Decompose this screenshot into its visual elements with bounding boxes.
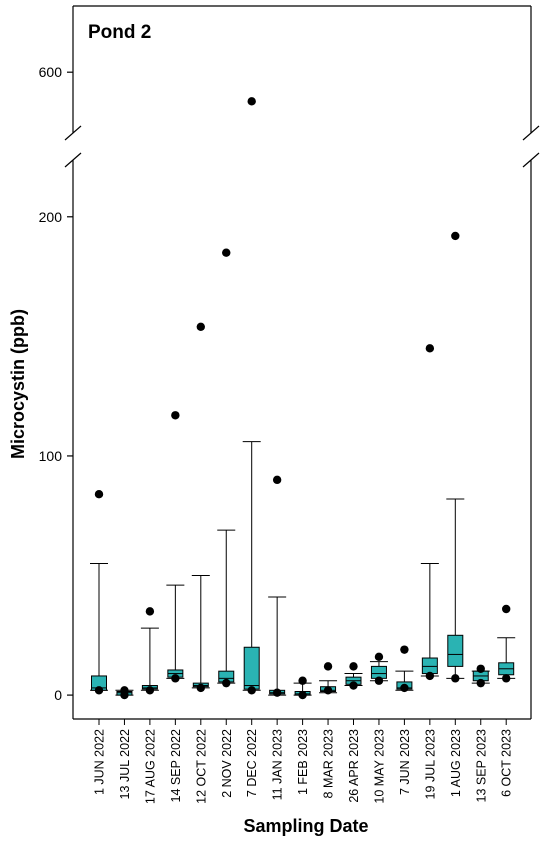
y-tick-label: 600 xyxy=(39,64,63,80)
outlier-point xyxy=(171,674,180,683)
axis-break-mark-left-1 xyxy=(64,125,82,141)
outlier-point xyxy=(502,604,511,614)
y-tick-label: 100 xyxy=(39,448,63,464)
box xyxy=(421,657,438,675)
outlier-point xyxy=(145,607,155,616)
y-tick-label: 200 xyxy=(39,209,63,225)
outlier-point xyxy=(272,688,282,697)
outlier-point xyxy=(374,652,384,662)
x-tick-label: 12 OCT 2022 xyxy=(194,729,208,804)
outlier-point xyxy=(145,686,155,695)
outlier-point xyxy=(349,681,358,690)
x-tick-label: 2 NOV 2022 xyxy=(220,729,234,798)
outlier-point xyxy=(451,231,460,241)
outlier-point xyxy=(476,664,485,673)
outlier-point xyxy=(476,678,485,688)
outlier-point xyxy=(349,662,358,671)
x-tick-label: 14 SEP 2022 xyxy=(169,729,183,802)
x-tick-label: 11 JAN 2023 xyxy=(271,729,285,800)
x-tick-label: 17 AUG 2022 xyxy=(143,729,157,804)
x-tick-label: 8 MAR 2023 xyxy=(322,729,336,799)
outlier-point xyxy=(120,686,129,695)
outlier-point xyxy=(451,674,460,683)
outlier-point xyxy=(196,322,205,331)
box xyxy=(243,646,260,690)
x-tick-label: 13 JUL 2022 xyxy=(118,729,132,799)
axis-break-mark-right-2 xyxy=(522,152,540,168)
outlier-point xyxy=(425,671,435,681)
axis-break-mark-right-1 xyxy=(522,125,540,141)
outlier-point xyxy=(502,674,511,683)
x-axis-label: Sampling Date xyxy=(243,816,368,836)
outlier-point xyxy=(298,690,307,700)
x-tick-label: 19 JUL 2023 xyxy=(423,729,437,799)
outlier-point xyxy=(272,475,282,485)
x-tick-label: 1 AUG 2023 xyxy=(449,729,463,797)
x-tick-label: 6 OCT 2023 xyxy=(500,729,514,797)
outlier-point xyxy=(425,344,435,353)
outlier-point xyxy=(323,686,333,695)
outlier-point xyxy=(196,683,205,693)
x-tick-label: 13 SEP 2023 xyxy=(474,729,488,802)
outlier-point xyxy=(323,662,333,671)
outlier-point xyxy=(400,683,409,693)
outlier-point xyxy=(94,490,104,499)
outlier-point xyxy=(247,686,256,695)
axis-break-mark-left-2 xyxy=(64,152,82,168)
x-tick-label: 7 DEC 2022 xyxy=(245,729,259,797)
outlier-point xyxy=(222,248,231,257)
outlier-point xyxy=(247,97,256,106)
outlier-point xyxy=(374,676,384,685)
outlier-point xyxy=(298,676,307,685)
panel-label: Pond 2 xyxy=(88,22,151,43)
x-tick-label: 26 APR 2023 xyxy=(347,729,361,803)
plot-area: 0 100 200 600 1 JUN 2022 13 JUL 2022 17 AUG 20… xyxy=(39,5,540,804)
box xyxy=(447,634,464,667)
outlier-point xyxy=(94,686,104,695)
x-tick-label: 1 FEB 2023 xyxy=(296,729,310,795)
outlier-point xyxy=(222,678,231,688)
x-tick-label: 1 JUN 2022 xyxy=(93,729,107,795)
y-axis-label: Microcystin (ppb) xyxy=(8,309,28,459)
outlier-point xyxy=(171,411,180,420)
y-tick-label: 0 xyxy=(54,687,62,703)
x-tick-label: 10 MAY 2023 xyxy=(372,729,386,804)
x-tick-label: 7 JUN 2023 xyxy=(398,729,412,795)
outlier-point xyxy=(400,645,409,654)
